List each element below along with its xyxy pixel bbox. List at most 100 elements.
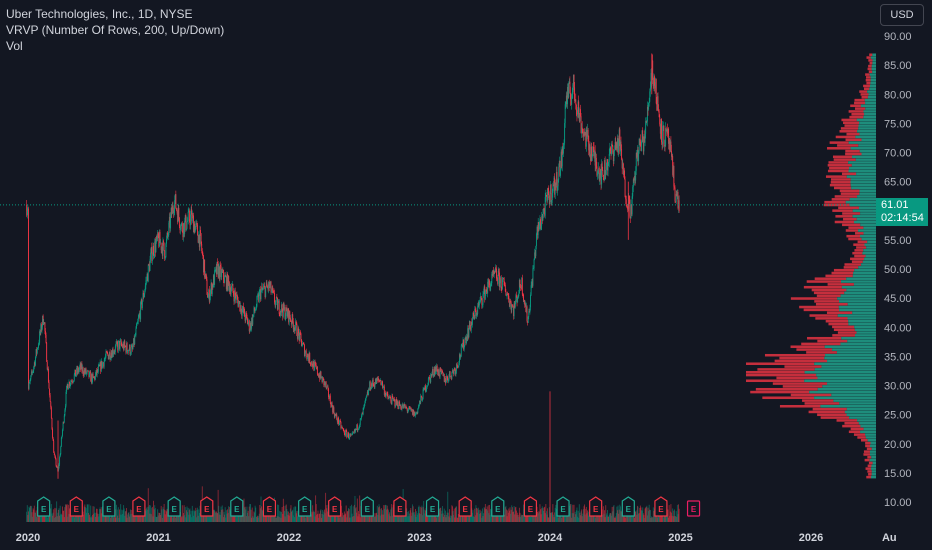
volume-bar (89, 514, 90, 522)
volume-bar (664, 511, 666, 522)
volume-bar (85, 508, 87, 522)
volume-bar (220, 514, 221, 522)
candle-body (306, 356, 308, 359)
candle-body (291, 321, 292, 325)
candle-body (150, 252, 152, 260)
earnings-e-icon[interactable]: E (37, 496, 51, 517)
candle-body (215, 267, 217, 275)
candle-body (302, 342, 304, 346)
volume-bar (624, 515, 625, 522)
candle-body (495, 268, 497, 270)
earnings-e-icon[interactable]: E (328, 496, 342, 517)
candle-body (496, 268, 497, 279)
price-axis[interactable]: 10.0015.0020.0025.0030.0035.0040.0045.00… (884, 31, 912, 509)
earnings-e-icon[interactable]: E (654, 496, 668, 517)
volume-profile-row-up (831, 393, 876, 397)
candle-body (365, 398, 366, 402)
volume-profile-row-up (854, 328, 876, 331)
volume-bar (551, 512, 553, 522)
candle-body (312, 361, 314, 368)
earnings-e-icon[interactable]: E (425, 496, 440, 517)
candle-body (403, 404, 405, 409)
candle-body (396, 399, 398, 405)
volume-bar (245, 516, 247, 522)
volume-bar (387, 510, 389, 522)
volume-profile-row-up (816, 373, 876, 377)
earnings-e-icon[interactable]: E (458, 496, 472, 517)
earnings-e-icon[interactable]: E (102, 496, 116, 517)
candle-body (300, 333, 302, 340)
candle-body (367, 392, 369, 395)
next-earnings-e-icon[interactable]: E (686, 500, 701, 517)
earnings-e-icon[interactable]: E (589, 496, 603, 517)
volume-indicator-label[interactable]: Vol (6, 39, 23, 53)
candle-body (323, 378, 325, 386)
earnings-e-icon[interactable]: E (167, 496, 181, 517)
candle-body (311, 361, 312, 365)
candle-body (82, 367, 84, 374)
volume-bar (147, 488, 149, 522)
volume-profile-row-down (836, 419, 858, 422)
volume-profile-row-down (848, 237, 862, 241)
volume-profile-row-up (865, 101, 876, 105)
earnings-e-icon[interactable]: E (556, 496, 570, 517)
volume-bar (98, 513, 100, 522)
volume-bar (525, 515, 527, 522)
time-axis[interactable]: 2020 2021 2022 2023 2024 2025 2026 Au (16, 532, 897, 544)
candle-body (459, 354, 461, 358)
earnings-e-icon[interactable]: E (230, 496, 244, 517)
volume-bar (574, 517, 576, 522)
volume-bar (121, 513, 123, 522)
volume-bar (298, 511, 300, 522)
volume-bar (474, 508, 476, 522)
earnings-e-icon[interactable]: E (491, 496, 505, 517)
earnings-e-glyph: E (560, 505, 566, 514)
volume-profile-row-down (825, 319, 849, 323)
volume-bar (518, 516, 520, 522)
volume-bar (614, 517, 615, 522)
candle-body (365, 397, 367, 399)
candle-body (397, 401, 399, 408)
earnings-e-icon[interactable]: E (523, 496, 538, 517)
earnings-e-icon[interactable]: E (298, 496, 312, 517)
volume-bar (594, 517, 596, 522)
volume-bar (151, 506, 153, 522)
earnings-marker-shape (523, 496, 538, 517)
volume-bar (550, 512, 552, 522)
earnings-e-icon[interactable]: E (621, 496, 635, 517)
candle-body (668, 128, 670, 144)
candle-body (284, 307, 285, 310)
volume-bar (571, 517, 573, 522)
volume-bar (273, 512, 275, 522)
earnings-e-icon[interactable]: E (262, 496, 277, 517)
earnings-e-icon[interactable]: E (360, 496, 374, 517)
volume-bar (315, 495, 317, 522)
volume-bar (613, 505, 615, 522)
earnings-e-glyph: E (495, 505, 501, 514)
candle-body (124, 345, 126, 347)
candle-body (98, 364, 100, 367)
earnings-e-icon[interactable]: E (393, 496, 407, 517)
volume-bar (308, 516, 310, 522)
candle-body (605, 166, 607, 175)
volume-bar (538, 511, 540, 522)
volume-profile-row-down (814, 277, 847, 280)
earnings-e-icon[interactable]: E (132, 496, 146, 517)
symbol-title[interactable]: Uber Technologies, Inc., 1D, NYSE (6, 7, 193, 21)
volume-bar (194, 511, 196, 522)
volume-bar (238, 512, 240, 522)
candle-body (125, 346, 127, 353)
candle-body (70, 381, 72, 382)
candle-body (249, 322, 251, 331)
candle-body (86, 372, 88, 374)
earnings-e-icon[interactable]: E (200, 496, 214, 517)
volume-bar (198, 512, 200, 522)
vrvp-indicator-label[interactable]: VRVP (Number Of Rows, 200, Up/Down) (6, 23, 225, 37)
currency-button[interactable]: USD (880, 4, 924, 26)
candle-body (476, 312, 478, 314)
candle-body (316, 366, 318, 375)
earnings-e-icon[interactable]: E (69, 496, 83, 517)
volume-bar (94, 512, 96, 522)
